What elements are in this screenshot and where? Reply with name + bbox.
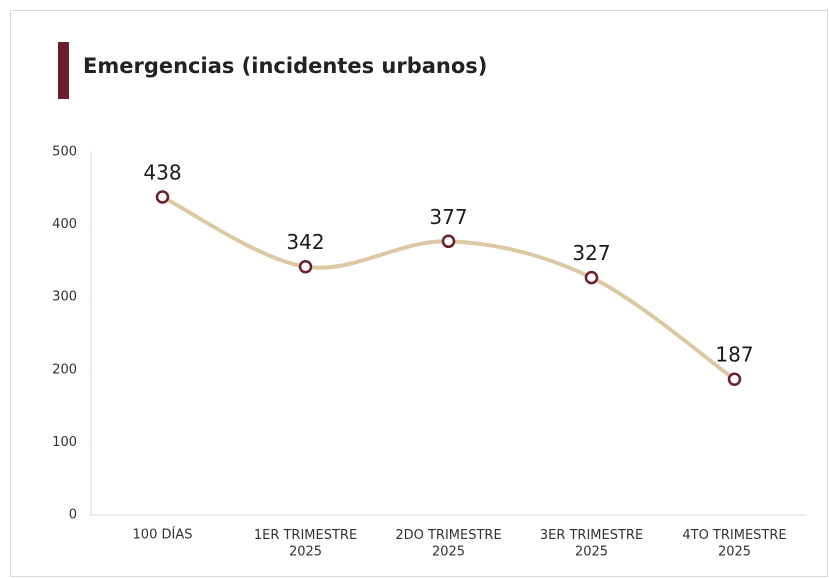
marker: [155, 190, 170, 204]
x-tick-label: 1ER TRIMESTRE 2025: [254, 528, 357, 559]
title-accent: [58, 42, 69, 99]
data-label: 438: [143, 161, 181, 185]
marker: [298, 259, 313, 274]
marker: [727, 372, 742, 386]
y-tick-label: 0: [69, 508, 77, 523]
data-label: 377: [429, 205, 467, 229]
x-tick-label: 3ER TRIMESTRE 2025: [540, 528, 643, 559]
data-label: 327: [572, 241, 610, 265]
y-tick-label: 500: [52, 145, 77, 160]
y-tick-label: 400: [52, 217, 77, 232]
data-label: 187: [715, 343, 753, 367]
x-tick-label: 2DO TRIMESTRE 2025: [395, 528, 501, 559]
y-tick-label: 200: [52, 362, 77, 377]
data-label: 342: [286, 230, 324, 254]
y-tick-label: 300: [52, 290, 77, 305]
chart-title: Emergencias (incidentes urbanos): [83, 54, 487, 78]
x-tick-label: 100 DÍAS: [133, 527, 193, 543]
x-tick-label: 4TO TRIMESTRE 2025: [682, 528, 786, 559]
frame: [10, 10, 828, 577]
y-tick-label: 100: [52, 435, 77, 450]
marker: [584, 270, 599, 285]
marker: [441, 234, 456, 249]
